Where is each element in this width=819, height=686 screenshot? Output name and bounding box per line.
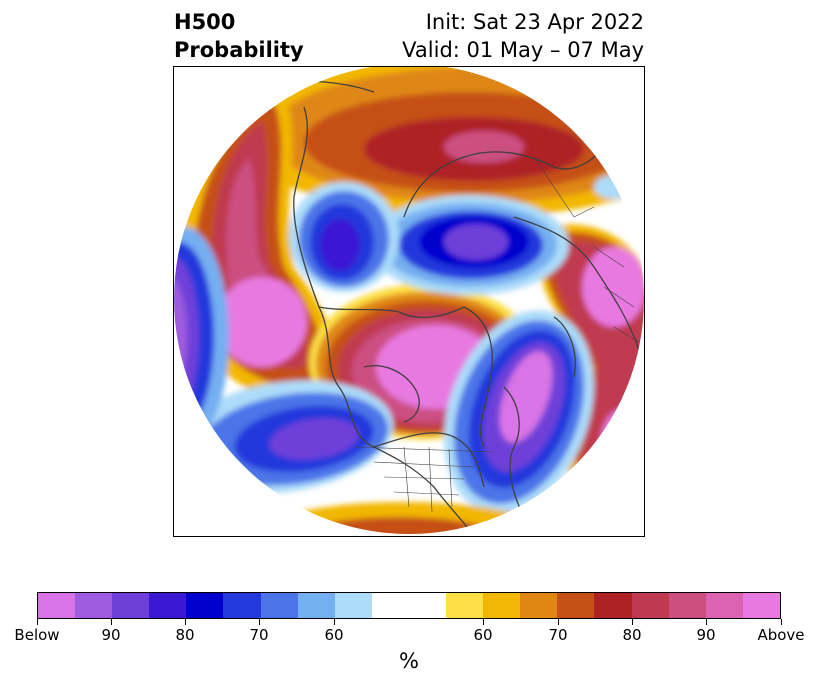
colorbar-tick-label: Above xyxy=(757,626,805,644)
init-date: Init: Sat 23 Apr 2022 xyxy=(425,10,644,34)
colorbar-segment xyxy=(408,593,447,618)
anomaly-western-siberia-low xyxy=(289,182,399,292)
colorbar-tick xyxy=(334,619,335,625)
colorbar-segment xyxy=(297,593,335,618)
colorbar-segment xyxy=(334,593,372,618)
colorbar-segment xyxy=(631,593,669,618)
anomaly-north-atlantic-low xyxy=(444,310,594,514)
colorbar-tick xyxy=(632,619,633,625)
anomaly-eastern-siberia-low xyxy=(369,195,569,295)
colorbar-segment xyxy=(260,593,298,618)
colorbar-segment xyxy=(38,593,76,618)
colorbar-tick-label: Below xyxy=(14,626,60,644)
colorbar-segment xyxy=(483,593,521,618)
colorbar-segment xyxy=(186,593,224,618)
colorbar-tick-label: 90 xyxy=(101,626,121,644)
probability-map xyxy=(174,67,644,534)
colorbar-segment xyxy=(223,593,261,618)
colorbar-segment xyxy=(520,593,558,618)
colorbar-segment xyxy=(112,593,150,618)
anomaly-small-low xyxy=(594,175,634,199)
colorbar-segment xyxy=(742,593,780,618)
colorbar-segment xyxy=(149,593,187,618)
country-borders xyxy=(353,156,640,513)
coastlines xyxy=(273,80,644,534)
colorbar-tick xyxy=(706,619,707,625)
colorbar-tick-label: 60 xyxy=(473,626,493,644)
colorbar-tick xyxy=(781,619,782,625)
map-title: H500 Probability xyxy=(174,8,304,64)
colorbar-tick-label: 60 xyxy=(324,626,344,644)
colorbar-tick-label: 70 xyxy=(548,626,568,644)
colorbar-tick-label: 80 xyxy=(622,626,642,644)
colorbar-unit-label: % xyxy=(399,649,419,673)
colorbar-tick xyxy=(111,619,112,625)
colorbar-segment xyxy=(557,593,595,618)
colorbar-tick xyxy=(259,619,260,625)
map-dates: Init: Sat 23 Apr 2022 Valid: 01 May – 07… xyxy=(402,8,644,64)
colorbar-segment xyxy=(446,593,484,618)
anomaly-southern-ridge xyxy=(274,502,534,534)
colorbar-tick xyxy=(558,619,559,625)
title-product: Probability xyxy=(174,38,304,62)
colorbar-segment xyxy=(594,593,632,618)
colorbar xyxy=(37,592,781,619)
colorbar-tick-label: 80 xyxy=(175,626,195,644)
colorbar-tick xyxy=(483,619,484,625)
colorbar-segment xyxy=(371,593,409,618)
map-panel xyxy=(173,66,645,537)
colorbar-segment xyxy=(705,593,743,618)
colorbar-tick xyxy=(37,619,38,625)
title-variable: H500 xyxy=(174,10,236,34)
colorbar-segment xyxy=(75,593,113,618)
colorbar-tick-label: 70 xyxy=(249,626,269,644)
valid-range: Valid: 01 May – 07 May xyxy=(402,38,644,62)
colorbar-segment xyxy=(668,593,706,618)
colorbar-tick xyxy=(185,619,186,625)
colorbar-tick-label: 90 xyxy=(696,626,716,644)
